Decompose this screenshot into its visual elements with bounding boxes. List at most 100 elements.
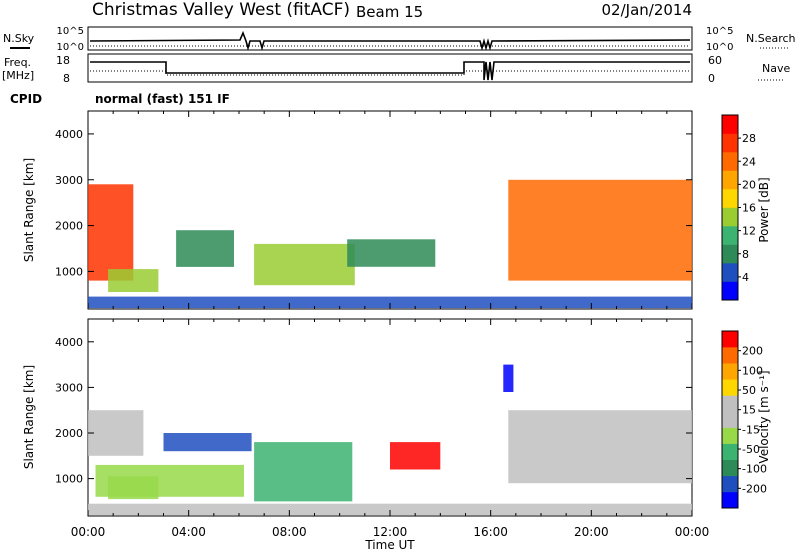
velocity-colorbar-tick-label-6: -100 <box>742 463 767 476</box>
velocity-colorbar-tick-label-0: 200 <box>742 345 763 358</box>
velocity-region-2 <box>163 433 252 452</box>
x-tick-label-5: 20:00 <box>574 525 609 539</box>
velocity-colorbar-segment-9 <box>722 347 738 364</box>
power-colorbar-tick-label-6: 28 <box>742 132 756 145</box>
power-colorbar-tick-label-1: 8 <box>742 248 749 261</box>
power-colorbar-segment-5 <box>722 189 738 208</box>
velocity-region-7 <box>508 410 692 484</box>
velocity-yticks: 1000 2000 3000 4000 <box>55 336 692 486</box>
power-region-3 <box>254 243 355 286</box>
velocity-region-4 <box>254 442 353 502</box>
nsky-tick-top: 10^5 <box>57 26 84 37</box>
power-colorbar-segment-6 <box>722 170 738 190</box>
freq-frame <box>87 53 693 83</box>
velocity-colorbar-segment-2 <box>722 459 738 477</box>
velocity-ytick-label-3: 4000 <box>55 336 83 349</box>
velocity-colorbar-segment-4 <box>722 427 738 444</box>
velocity-region-5 <box>390 442 441 470</box>
power-colorbar: 4 8 12 16 20 24 28 <box>721 114 756 301</box>
velocity-colorbar-tick-label-4: -15 <box>742 423 760 436</box>
power-colorbar-tick-label-4: 20 <box>742 178 756 191</box>
freq-panel: Freq. [MHz] 18 8 60 0 Nave <box>2 53 790 85</box>
velocity-colorbar-tick-label-2: 50 <box>742 384 756 397</box>
power-ytick-label-0: 1000 <box>55 265 83 278</box>
power-ytick-label-3: 4000 <box>55 128 83 141</box>
power-colorbar-segment-8 <box>722 133 738 153</box>
x-tick-label-4: 16:00 <box>473 525 508 539</box>
nsearch-label: N.Search <box>746 32 796 45</box>
velocity-colorbar-segment-7 <box>722 379 738 396</box>
velocity-ylabel: Slant Range [km] <box>22 365 36 469</box>
nave-tick-top: 60 <box>708 54 722 67</box>
beam-label: Beam 15 <box>356 3 423 21</box>
velocity-panel: Slant Range [km] 1000 2000 3000 4000 200 100… <box>22 318 771 517</box>
power-colorbar-tick-label-2: 12 <box>742 225 756 238</box>
power-colorbar-tick-label-3: 16 <box>742 202 756 215</box>
power-region-2 <box>176 230 234 267</box>
nave-label: Nave <box>762 62 790 75</box>
freq-tick-bottom: 8 <box>63 72 70 85</box>
velocity-xticks <box>87 319 693 516</box>
power-colorbar-segment-3 <box>722 226 738 245</box>
power-ytick-label-2: 3000 <box>55 174 83 187</box>
freq-unit: [MHz] <box>2 69 34 82</box>
velocity-region-8 <box>88 503 692 516</box>
date-label: 02/Jan/2014 <box>602 1 693 19</box>
freq-trace <box>90 61 690 81</box>
nsky-panel: N.Sky 10^5 10^0 10^5 10^0 N.Search <box>3 26 796 53</box>
velocity-region-0 <box>88 410 144 456</box>
nsearch-tick-bottom: 10^0 <box>706 42 733 53</box>
x-axis-label: Time UT <box>364 538 415 552</box>
power-colorbar-segment-9 <box>722 115 738 134</box>
velocity-marks <box>88 364 692 516</box>
velocity-region-3 <box>95 464 244 497</box>
power-yticks: 1000 2000 3000 4000 <box>55 128 692 278</box>
power-colorbar-tick-label-0: 4 <box>742 271 749 284</box>
velocity-colorbar-tick-label-7: -200 <box>742 482 767 495</box>
cpid-label: CPID <box>10 92 42 106</box>
power-colorbar-segment-2 <box>722 244 738 264</box>
velocity-colorbar-segment-0 <box>722 491 738 509</box>
velocity-colorbar-tick-label-1: 100 <box>742 364 763 377</box>
velocity-colorbar-tick-label-3: 15 <box>742 404 756 417</box>
velocity-ytick-label-1: 2000 <box>55 427 83 440</box>
velocity-colorbar-segment-5 <box>722 411 738 428</box>
velocity-colorbar: 200 100 50 15 -15 -50 -100 -200 <box>721 330 767 509</box>
velocity-colorbar-tick-label-5: -50 <box>742 443 760 456</box>
x-tick-label-3: 12:00 <box>373 525 408 539</box>
x-tick-label-1: 04:00 <box>171 525 206 539</box>
power-region-6 <box>88 296 692 309</box>
power-marks <box>88 179 692 309</box>
power-colorbar-segment-1 <box>722 263 738 282</box>
power-region-5 <box>508 179 692 281</box>
power-region-0 <box>88 184 134 281</box>
power-ytick-label-1: 2000 <box>55 220 83 233</box>
velocity-colorbar-frame <box>721 330 739 509</box>
velocity-region-6 <box>503 364 514 392</box>
power-region-1 <box>108 269 159 292</box>
velocity-colorbar-label: Velocity [m s⁻¹] <box>757 370 771 463</box>
station-title: Christmas Valley West (fitACF) <box>92 0 350 20</box>
freq-tick-top: 18 <box>56 54 70 67</box>
power-panel: Slant Range [km] 1000 2000 3000 4000 4 8 12 16… <box>22 110 771 310</box>
nsearch-tick-top: 10^5 <box>706 26 733 37</box>
nsky-tick-bottom: 10^0 <box>57 42 84 53</box>
nsky-trace <box>89 30 691 51</box>
power-colorbar-segment-4 <box>722 207 738 227</box>
cpid-value: normal (fast) 151 IF <box>95 92 230 106</box>
power-ylabel: Slant Range [km] <box>22 158 36 262</box>
nave-trace <box>90 70 690 76</box>
power-region-4 <box>347 239 436 267</box>
nsky-label: N.Sky <box>3 32 35 45</box>
nave-tick-bottom: 0 <box>708 72 715 85</box>
velocity-colorbar-segment-8 <box>722 363 738 380</box>
x-tick-label-2: 08:00 <box>272 525 307 539</box>
velocity-colorbar-segment-10 <box>722 331 738 348</box>
x-tick-label-0: 00:00 <box>71 525 106 539</box>
velocity-colorbar-segment-1 <box>722 475 738 493</box>
velocity-colorbar-segment-6 <box>722 395 738 412</box>
velocity-ytick-label-0: 1000 <box>55 473 83 486</box>
velocity-colorbar-segment-3 <box>722 443 738 460</box>
power-colorbar-tick-label-5: 24 <box>742 155 756 168</box>
